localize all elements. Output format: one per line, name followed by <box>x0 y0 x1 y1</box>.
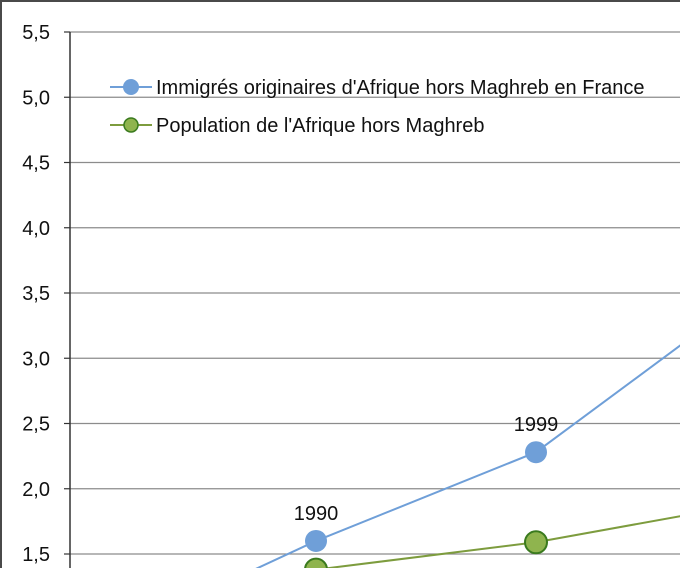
y-tick-label: 2,5 <box>22 414 50 436</box>
y-tick-label: 5,5 <box>22 22 50 44</box>
y-tick-label: 2,0 <box>22 479 50 501</box>
data-point-population-1999 <box>524 530 548 555</box>
y-axis: 5,5 5,0 4,5 4,0 3,5 3,0 2,5 2,0 1,5 <box>22 22 71 568</box>
data-label-1990: 1990 <box>294 503 339 525</box>
y-tick-label: 4,5 <box>22 153 50 175</box>
legend-label-population: Population de l'Afrique hors Maghreb <box>156 115 484 137</box>
y-tick-label: 4,0 <box>22 218 50 240</box>
legend-label-immigrants: Immigrés originaires d'Afrique hors Magh… <box>156 77 644 99</box>
legend-marker-immigrants <box>123 79 139 95</box>
gridlines <box>70 31 680 555</box>
y-tick-label: 1,5 <box>22 544 50 566</box>
data-label-1999: 1999 <box>514 414 559 436</box>
series-line-immigrants <box>255 344 680 568</box>
legend: Immigrés originaires d'Afrique hors Magh… <box>110 77 644 137</box>
data-point-immigrants-1990 <box>305 529 327 552</box>
y-tick-label: 3,5 <box>22 283 50 305</box>
y-tick-label: 3,0 <box>22 348 50 370</box>
legend-marker-population <box>123 117 139 133</box>
y-tick-label: 5,0 <box>22 87 50 109</box>
data-point-population-1990 <box>304 557 328 568</box>
data-point-immigrants-1999 <box>525 441 547 464</box>
series-layer: 199019992008 <box>255 344 680 568</box>
series-line-population <box>321 515 680 568</box>
